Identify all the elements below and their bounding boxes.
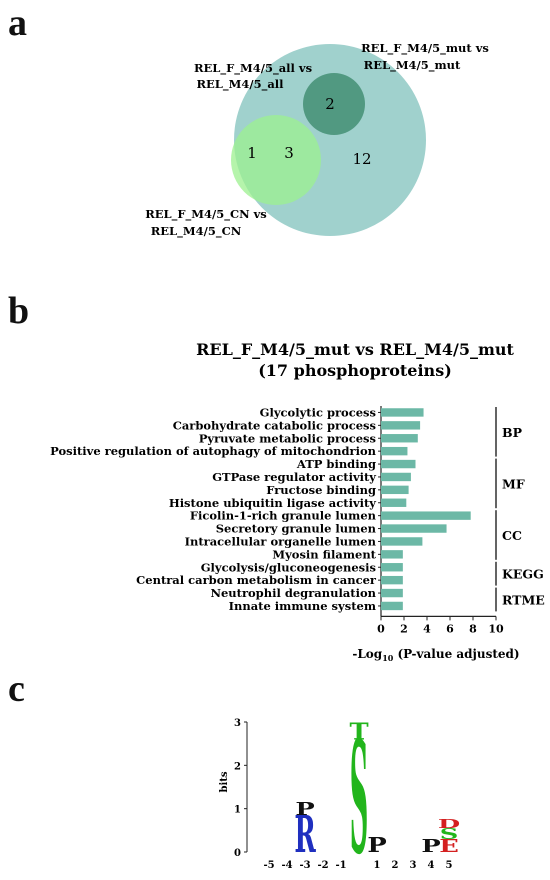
logo-position-label: -1 bbox=[335, 860, 346, 871]
bar-category-label: Ficolin-1-rich granule lumen bbox=[190, 509, 377, 523]
logo-residue: S bbox=[350, 708, 369, 880]
venn-count-cn-mut: 3 bbox=[284, 144, 294, 162]
logo-position-label: 5 bbox=[446, 860, 453, 871]
bar-category-label: Glycolytic process bbox=[260, 405, 376, 419]
logo-residue: T bbox=[349, 717, 369, 745]
bar-category-label: Fructose binding bbox=[266, 483, 376, 497]
logo-y-tick-label: 3 bbox=[234, 718, 241, 729]
bar bbox=[381, 563, 403, 572]
group-label: MF bbox=[502, 476, 525, 491]
venn-label-all-line1: REL_F_M4/5_all vs bbox=[194, 61, 312, 76]
bar-category-label: Innate immune system bbox=[229, 599, 376, 613]
bar-category-label: Histone ubiquitin ligase activity bbox=[169, 496, 376, 510]
group-label: CC bbox=[502, 528, 522, 543]
bar-category-label: Pyruvate metabolic process bbox=[199, 431, 376, 445]
venn-count-only-mut: 12 bbox=[352, 150, 371, 168]
x-tick-label: 4 bbox=[423, 622, 431, 635]
x-axis-label: -Log10 (P-value adjusted) bbox=[352, 647, 519, 663]
logo-y-tick-label: 2 bbox=[234, 761, 241, 772]
logo-position-label: 2 bbox=[392, 860, 399, 871]
logo-y-label: bits bbox=[219, 771, 230, 792]
bar bbox=[381, 446, 408, 456]
x-tick-label: 0 bbox=[377, 622, 385, 635]
venn-label-cn-line1: REL_F_M4/5_CN vs bbox=[145, 207, 267, 222]
panel-a-label: a bbox=[8, 2, 27, 44]
logo-position-label: -3 bbox=[299, 860, 310, 871]
bar bbox=[381, 575, 403, 585]
bar-category-label: Myosin filament bbox=[272, 547, 376, 561]
bar bbox=[381, 601, 403, 611]
venn-diagram: REL_F_M4/5_all vs REL_M4/5_all REL_F_M4/… bbox=[145, 41, 489, 239]
logo-position-label: -2 bbox=[317, 860, 328, 871]
venn-circle-all bbox=[303, 73, 365, 135]
venn-label-all-line2: REL_M4/5_all bbox=[196, 77, 284, 92]
x-tick-label: 6 bbox=[446, 622, 454, 635]
bar-category-label: Carbohydrate catabolic process bbox=[173, 418, 376, 432]
group-label: BP bbox=[502, 425, 523, 440]
bar-category-label: Neutrophil degranulation bbox=[210, 586, 376, 600]
logo-residue: S bbox=[440, 825, 459, 843]
bar bbox=[381, 550, 403, 559]
bar-chart: REL_F_M4/5_mut vs REL_M4/5_mut (17 phosp… bbox=[50, 340, 545, 663]
group-label: KEGG bbox=[502, 567, 544, 582]
chart-title-line1: REL_F_M4/5_mut vs REL_M4/5_mut bbox=[196, 340, 514, 359]
bar bbox=[381, 434, 418, 443]
bar bbox=[381, 459, 416, 469]
bar bbox=[381, 537, 423, 546]
x-tick-label: 2 bbox=[400, 622, 408, 635]
logo-y-tick-label: 1 bbox=[234, 805, 241, 816]
venn-label-mut-line1: REL_F_M4/5_mut vs bbox=[361, 41, 489, 56]
logo-residue: E bbox=[439, 836, 459, 857]
bar-category-label: Intracellular organelle lumen bbox=[185, 534, 377, 548]
venn-count-all-mut: 2 bbox=[325, 95, 335, 113]
venn-label-mut-line2: REL_M4/5_mut bbox=[364, 58, 461, 73]
chart-title-line2: (17 phosphoproteins) bbox=[258, 361, 452, 380]
bar-category-label: Central carbon metabolism in cancer bbox=[136, 573, 377, 587]
venn-label-cn-line2: REL_M4/5_CN bbox=[151, 224, 242, 239]
bar-category-label: Glycolysis/gluconeogenesis bbox=[201, 560, 376, 574]
bar-category-label: Positive regulation of autophagy of mito… bbox=[50, 444, 377, 458]
logo-position-label: 4 bbox=[428, 860, 435, 871]
logo-residue: R bbox=[294, 805, 316, 864]
bar bbox=[381, 498, 407, 507]
panel-c-label: c bbox=[8, 668, 25, 710]
bar bbox=[381, 485, 409, 495]
logo-residue: P bbox=[421, 836, 441, 857]
venn-count-only-cn: 1 bbox=[247, 144, 257, 162]
bar bbox=[381, 408, 424, 417]
group-label: RTME bbox=[502, 593, 545, 608]
bar-category-label: Secretory granule lumen bbox=[216, 522, 377, 536]
logo-residue: D bbox=[438, 817, 460, 831]
logo-y-tick-label: 0 bbox=[234, 848, 241, 859]
bar-category-label: ATP binding bbox=[296, 457, 376, 471]
x-tick-label: 10 bbox=[488, 622, 504, 635]
bar bbox=[381, 472, 411, 482]
x-tick-label: 8 bbox=[469, 622, 477, 635]
logo-position-label: 3 bbox=[410, 860, 417, 871]
logo-residue: P bbox=[295, 799, 315, 820]
logo-position-label: -5 bbox=[263, 860, 274, 871]
bar-category-label: GTPase regulator activity bbox=[212, 470, 376, 484]
bar bbox=[381, 588, 403, 598]
bar bbox=[381, 421, 421, 430]
logo-position-label: 1 bbox=[374, 860, 381, 871]
bar bbox=[381, 511, 471, 520]
bar bbox=[381, 524, 447, 533]
logo-position-label: -4 bbox=[281, 860, 292, 871]
panel-b-label: b bbox=[8, 290, 30, 332]
logo-residue: P bbox=[367, 832, 386, 857]
venn-circle-cn bbox=[231, 115, 321, 205]
